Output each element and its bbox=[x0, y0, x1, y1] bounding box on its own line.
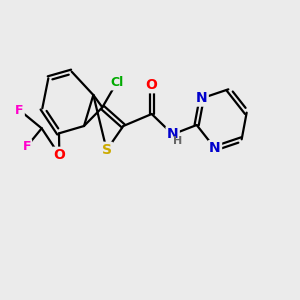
Text: F: F bbox=[15, 103, 24, 116]
Text: F: F bbox=[22, 140, 31, 153]
Text: O: O bbox=[146, 78, 158, 92]
Text: N: N bbox=[167, 127, 178, 141]
Text: O: O bbox=[53, 148, 65, 162]
Text: H: H bbox=[172, 136, 182, 146]
Text: N: N bbox=[209, 141, 221, 155]
Text: N: N bbox=[196, 91, 208, 105]
Text: S: S bbox=[102, 143, 112, 157]
Text: Cl: Cl bbox=[110, 76, 123, 89]
